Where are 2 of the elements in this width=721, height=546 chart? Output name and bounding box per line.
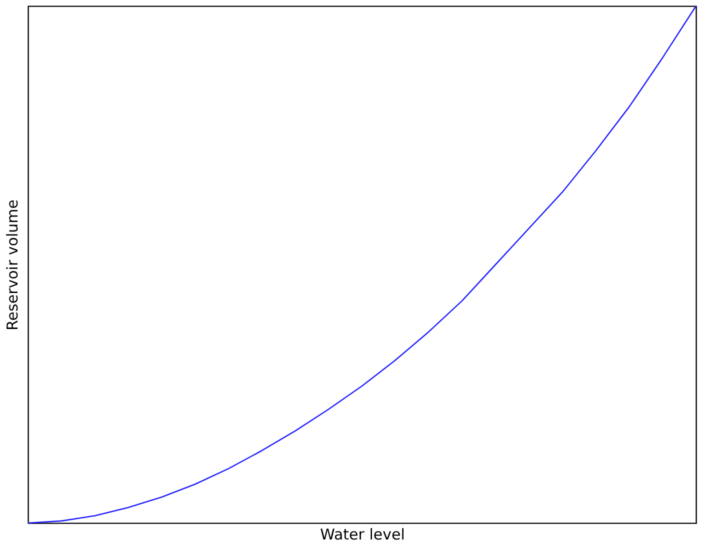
y-axis-title: Reservoir volume	[4, 200, 22, 330]
x-axis-title: Water level	[320, 526, 405, 544]
